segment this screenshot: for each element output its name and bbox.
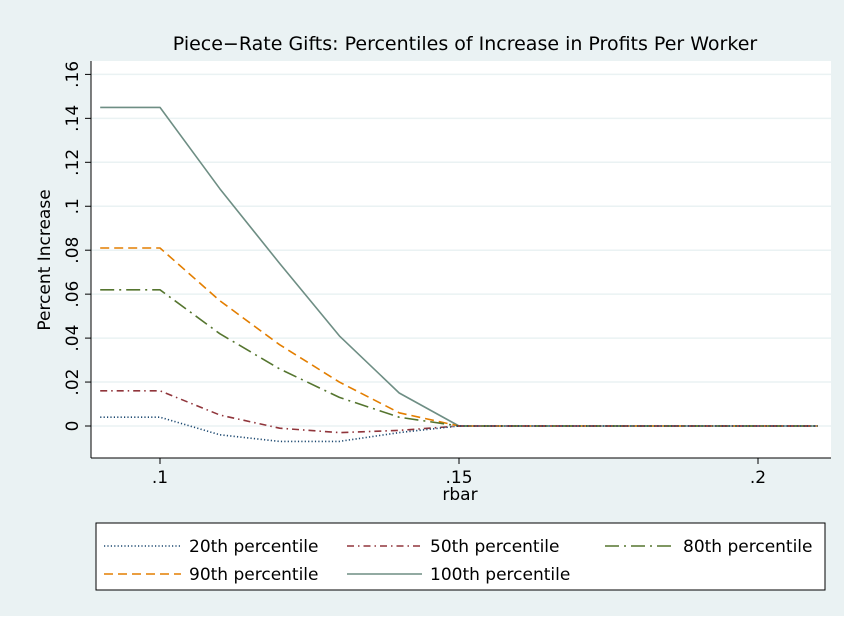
y-tick-label: .08 bbox=[63, 237, 83, 264]
y-tick-label: 0 bbox=[63, 421, 83, 432]
y-tick-label: .12 bbox=[63, 149, 83, 176]
y-tick-label: .06 bbox=[63, 281, 83, 308]
legend-label-80th-percentile: 80th percentile bbox=[683, 537, 813, 557]
axes: 0 .02 .04 .06 .08 .1 .12 .14 .16 .1 .15 .2 bbox=[63, 61, 831, 488]
x-axis-title: rbar bbox=[442, 485, 477, 505]
x-tick-label: .2 bbox=[750, 468, 766, 488]
chart-title: Piece−Rate Gifts: Percentiles of Increas… bbox=[173, 33, 758, 55]
series-line-50th-percentile bbox=[100, 389, 818, 434]
y-tick-label: .04 bbox=[63, 325, 83, 352]
y-tick-label: .14 bbox=[63, 105, 83, 132]
legend: 20th percentile 50th percentile 80th perce… bbox=[95, 522, 826, 591]
legend-items: 20th percentile 50th percentile 80th perce… bbox=[104, 537, 813, 585]
y-axis-title: Percent Increase bbox=[35, 189, 55, 330]
legend-label-100th-percentile: 100th percentile bbox=[430, 565, 570, 585]
legend-label-50th-percentile: 50th percentile bbox=[430, 537, 560, 557]
y-tick-label: .02 bbox=[63, 369, 83, 396]
x-tick-label: .1 bbox=[152, 468, 168, 488]
legend-label-20th-percentile: 20th percentile bbox=[189, 537, 319, 557]
legend-box bbox=[95, 522, 826, 591]
series-line-20th-percentile bbox=[100, 416, 818, 443]
grid-lines bbox=[91, 73, 831, 427]
series-lines bbox=[100, 106, 818, 443]
y-tick-label: .16 bbox=[63, 61, 83, 88]
legend-label-90th-percentile: 90th percentile bbox=[189, 565, 319, 585]
x-tick-label: .15 bbox=[445, 468, 472, 488]
y-tick-label: .1 bbox=[63, 198, 83, 214]
plot-area bbox=[91, 61, 831, 458]
